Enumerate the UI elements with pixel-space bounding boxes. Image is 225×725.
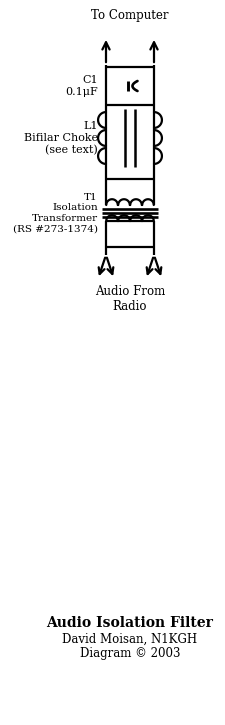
Text: Diagram © 2003: Diagram © 2003 (80, 647, 180, 660)
Text: L1
Bifilar Choke
(see text): L1 Bifilar Choke (see text) (24, 121, 98, 155)
Text: Audio From
Radio: Audio From Radio (95, 285, 165, 313)
Text: David Moisan, N1KGH: David Moisan, N1KGH (63, 632, 198, 645)
Text: To Computer: To Computer (91, 9, 169, 22)
Text: Audio Isolation Filter: Audio Isolation Filter (47, 616, 214, 630)
Text: T1
Isolation
Transformer
(RS #273-1374): T1 Isolation Transformer (RS #273-1374) (13, 193, 98, 233)
Text: C1
0.1μF: C1 0.1μF (65, 75, 98, 97)
